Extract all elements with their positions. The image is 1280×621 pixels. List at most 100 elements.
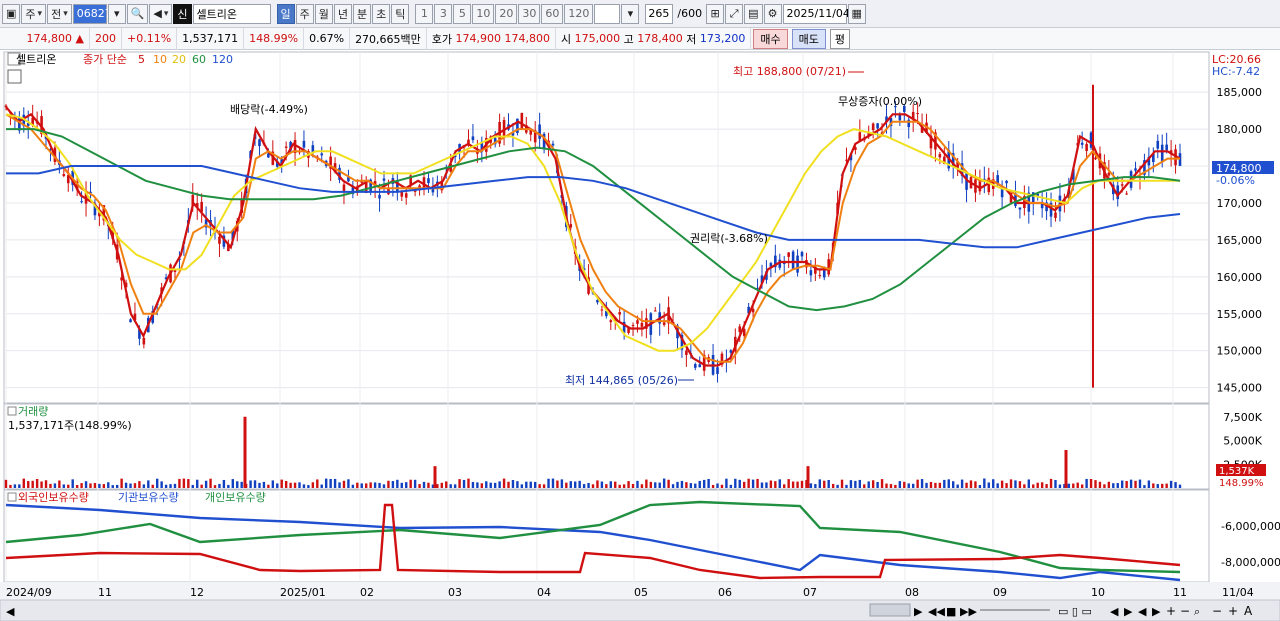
volume-bar: [1143, 485, 1146, 488]
zoom-minus-icon[interactable]: −: [1212, 604, 1222, 618]
interval-custom-input[interactable]: [594, 3, 621, 24]
interval-60[interactable]: 60: [541, 3, 564, 24]
price-tick: 165,000: [1217, 234, 1263, 247]
volume-bar: [765, 482, 768, 488]
search-icon[interactable]: 🔍: [126, 3, 149, 24]
arrow-left-alt-icon[interactable]: ◀: [1138, 605, 1147, 618]
candle-body: [774, 255, 777, 268]
candle-body: [662, 322, 666, 325]
holdings-tick-1: -6,000,000: [1221, 520, 1280, 533]
period-day[interactable]: 일: [276, 3, 295, 24]
draw-tool-icon[interactable]: ⤢: [725, 3, 744, 24]
market-select[interactable]: 주: [21, 3, 47, 24]
arrow-left-icon[interactable]: ◀: [1110, 605, 1119, 618]
candle-body: [996, 175, 999, 185]
candle-body: [889, 117, 893, 127]
volume-title: 거래량: [18, 405, 48, 418]
font-size-icon[interactable]: A: [1244, 604, 1253, 618]
candle-body: [493, 137, 497, 145]
interval-30[interactable]: 30: [518, 3, 541, 24]
period-week[interactable]: 주: [295, 3, 314, 24]
volume-bar: [418, 484, 421, 488]
volume-bar: [645, 479, 648, 488]
stock-name-field[interactable]: 셀트리온: [192, 3, 271, 24]
holdings-menu-icon[interactable]: [7, 492, 17, 502]
volume-spike: [243, 416, 247, 488]
interval-3[interactable]: 3: [434, 3, 453, 24]
interval-1[interactable]: 1: [415, 3, 434, 24]
volume-bar: [476, 482, 479, 488]
arrow-right-icon[interactable]: ▶: [1124, 605, 1133, 618]
magnifier-icon[interactable]: ⌕: [1194, 605, 1200, 618]
volume-spike: [1064, 450, 1068, 488]
candle-type-icon[interactable]: ⊞: [706, 3, 725, 24]
buy-button[interactable]: 매수: [753, 28, 788, 49]
stock-chart[interactable]: 셀트리온 종가 단순 5 10 20 60 120 LC:20.66 HC:-7…: [0, 50, 1280, 621]
candle-body: [18, 117, 21, 131]
period-month[interactable]: 월: [314, 3, 333, 24]
scroll-thumb[interactable]: [869, 603, 911, 617]
volume-bar: [1174, 482, 1177, 488]
volume-bar: [356, 482, 359, 488]
grid-icon[interactable]: [7, 69, 22, 84]
volume-bar: [702, 479, 706, 488]
volume-bar: [911, 483, 915, 488]
prev-select[interactable]: 전: [47, 3, 72, 24]
interval-20[interactable]: 20: [495, 3, 518, 24]
volume-bar: [236, 481, 239, 488]
fast-forward-icon[interactable]: ▶▶: [960, 605, 977, 618]
eval-button[interactable]: 평: [829, 28, 851, 49]
volume-bar: [9, 484, 12, 488]
open-label: 시: [561, 32, 572, 46]
speaker-icon[interactable]: ◀: [149, 3, 173, 24]
stock-code-input[interactable]: 068270: [72, 3, 119, 24]
scroll-left-icon[interactable]: ◀: [6, 605, 15, 618]
zoom-out-minus-icon[interactable]: −: [1180, 604, 1190, 618]
volume-bar: [1049, 478, 1053, 488]
arrow-right-alt-icon[interactable]: ▶: [1152, 605, 1161, 618]
date-input[interactable]: 2025/11/04: [782, 3, 850, 24]
volume-bar: [360, 483, 363, 488]
period-minute[interactable]: 분: [353, 3, 372, 24]
volume-bar: [845, 484, 848, 488]
volume-bar: [720, 484, 724, 488]
panel-menu-icon[interactable]: [7, 52, 21, 66]
candle-body: [613, 317, 617, 322]
calendar-icon[interactable]: ▦: [847, 3, 866, 24]
candle-body: [814, 267, 817, 274]
volume-bar: [62, 484, 66, 488]
period-tick[interactable]: 틱: [391, 3, 410, 24]
sell-button[interactable]: 매도: [791, 28, 826, 49]
play-icon[interactable]: ▶: [914, 605, 923, 618]
interval-5[interactable]: 5: [453, 3, 472, 24]
layout-icon[interactable]: ▣: [2, 3, 21, 24]
volume-bar: [58, 480, 61, 488]
legend-foreign: 외국인보유수량: [18, 491, 89, 504]
volume-bar: [262, 481, 266, 488]
volume-bar: [493, 482, 497, 488]
period-second[interactable]: 초: [372, 3, 391, 24]
zoom-plus-icon[interactable]: +: [1228, 604, 1238, 618]
code-dropdown-icon[interactable]: ▾: [107, 3, 126, 24]
rewind-icon[interactable]: ◀◀: [928, 605, 945, 618]
gear-icon[interactable]: ⚙: [763, 3, 782, 24]
stop-icon[interactable]: ■: [946, 605, 956, 618]
candle-body: [93, 203, 97, 216]
volume-menu-icon[interactable]: [7, 406, 17, 416]
bar-count-input[interactable]: 265: [645, 3, 674, 24]
chart-type-icon[interactable]: ▭ ▯ ▭: [1058, 605, 1092, 618]
scroll-bar[interactable]: [0, 599, 1280, 621]
interval-10[interactable]: 10: [472, 3, 495, 24]
candle-body: [258, 139, 261, 147]
zoom-in-plus-icon[interactable]: +: [1166, 604, 1176, 618]
candle-body: [747, 306, 750, 314]
volume-bar: [298, 482, 301, 488]
save-icon[interactable]: ▤: [744, 3, 763, 24]
interval-dropdown-icon[interactable]: ▾: [621, 3, 640, 24]
high-annotation: 최고 188,800 (07/21): [733, 65, 846, 78]
volume-bar: [605, 484, 608, 488]
interval-120[interactable]: 120: [564, 3, 594, 24]
ma-period-5: 5: [138, 53, 145, 66]
period-year[interactable]: 년: [333, 3, 353, 24]
volume-bar: [338, 482, 341, 488]
